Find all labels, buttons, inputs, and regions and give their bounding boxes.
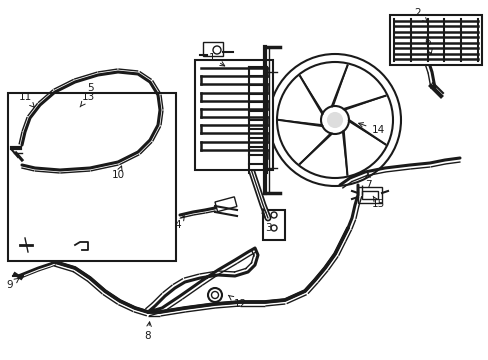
Text: 5: 5: [86, 83, 93, 93]
Bar: [195, 60, 272, 170]
Circle shape: [36, 246, 40, 250]
Bar: [45, 145, 59, 151]
Bar: [361, 191, 377, 199]
Bar: [203, 42, 223, 56]
Bar: [134, 105, 145, 113]
Bar: [389, 15, 481, 65]
Circle shape: [327, 113, 341, 127]
Text: 7: 7: [364, 173, 370, 190]
Bar: [215, 197, 236, 212]
Bar: [8, 93, 176, 261]
Text: 10: 10: [111, 166, 124, 180]
Text: 2: 2: [414, 8, 427, 22]
Text: 13: 13: [80, 92, 95, 107]
Text: 6: 6: [424, 37, 431, 54]
Text: 3: 3: [262, 209, 271, 233]
Text: 12: 12: [228, 295, 246, 309]
Text: 8: 8: [144, 322, 151, 341]
Bar: [391, 17, 399, 63]
Bar: [471, 17, 479, 63]
Bar: [123, 99, 134, 105]
Bar: [60, 140, 68, 154]
Bar: [142, 111, 154, 118]
Bar: [357, 187, 381, 203]
Bar: [98, 148, 104, 162]
Text: 14: 14: [358, 123, 384, 135]
Text: 4: 4: [174, 216, 184, 230]
Text: 9: 9: [7, 278, 19, 290]
Bar: [263, 210, 285, 240]
Text: 11: 11: [19, 92, 34, 107]
Text: 1: 1: [208, 53, 224, 66]
Text: 15: 15: [370, 196, 384, 209]
